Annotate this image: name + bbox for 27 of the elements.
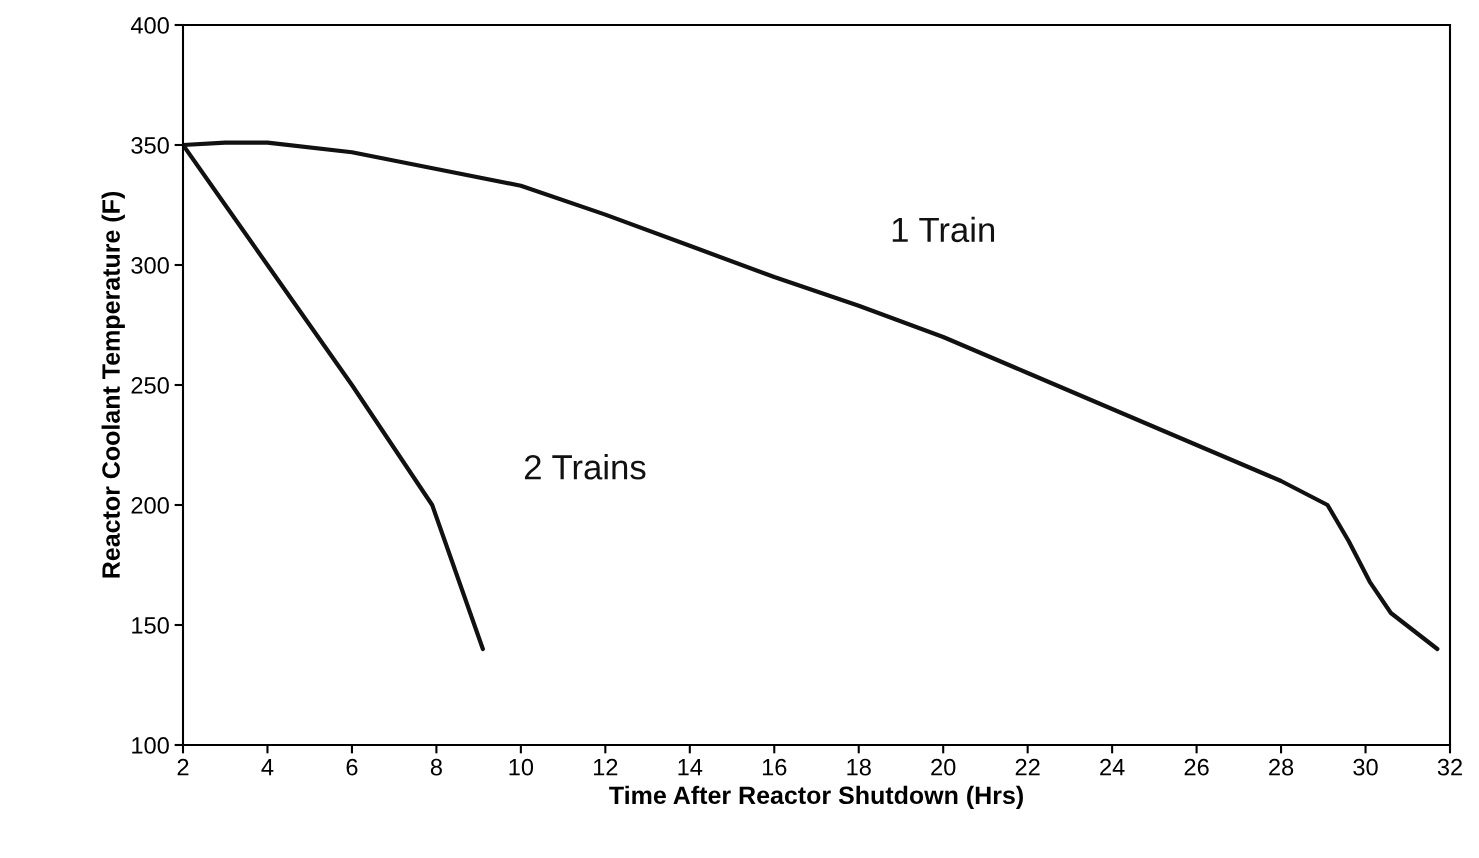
x-tick-label: 28 (1269, 758, 1294, 776)
x-tick-label: 18 (847, 758, 871, 776)
y-tick-label: 200 (131, 497, 169, 514)
x-tick-label: 26 (1184, 758, 1209, 776)
x-tick-label: 8 (430, 758, 442, 776)
text: 1 Train (892, 216, 995, 243)
y-tick-label: 350 (131, 137, 169, 154)
x-tick-label: 22 (1015, 758, 1040, 776)
y-tick-label: 100 (132, 737, 169, 754)
x-axis-title: Time After Reactor Shutdown (Hrs) (609, 785, 1023, 810)
y-tick-label: 300 (131, 257, 169, 274)
x-tick-label: 14 (678, 759, 703, 776)
x-tick-label: 16 (762, 758, 787, 776)
text: 2 Trains (524, 454, 646, 480)
x-tick-label: 20 (931, 758, 956, 776)
x-tick-label: 4 (261, 759, 274, 776)
x-tick-label: 10 (509, 758, 534, 776)
x-tick-label: 12 (594, 758, 618, 776)
y-axis-title: Reactor Coolant Temperature (F) (101, 191, 125, 578)
y-tick-label: 400 (130, 17, 169, 34)
x-tick-label: 2 (177, 758, 189, 776)
x-tick-label: 32 (1437, 758, 1462, 776)
x-tick-label: 6 (346, 758, 358, 776)
y-tick-label: 250 (131, 377, 169, 394)
x-tick-label: 30 (1353, 758, 1378, 776)
x-tick-label: 24 (1100, 758, 1125, 776)
y-tick-label: 150 (132, 617, 169, 634)
